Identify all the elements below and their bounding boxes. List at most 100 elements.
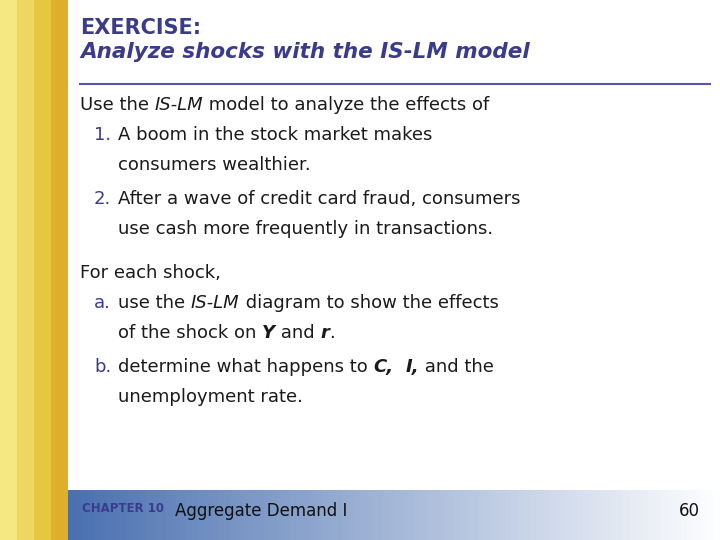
Bar [505, 490, 513, 540]
Bar [251, 490, 258, 540]
Bar [205, 490, 212, 540]
Bar [596, 490, 603, 540]
Text: Aggregate Demand I: Aggregate Demand I [175, 502, 347, 520]
Bar [381, 490, 389, 540]
Bar [17, 0, 34, 540]
Bar [192, 490, 199, 540]
Bar [107, 490, 114, 540]
Text: Use the: Use the [80, 96, 155, 114]
Bar [199, 490, 206, 540]
Text: CHAPTER 10: CHAPTER 10 [82, 502, 164, 515]
Bar [577, 490, 584, 540]
Bar [394, 490, 402, 540]
Bar [81, 490, 89, 540]
Bar [302, 490, 310, 540]
Text: 2.: 2. [94, 190, 112, 208]
Bar [17, 490, 34, 540]
Bar [635, 490, 643, 540]
Bar [101, 490, 108, 540]
Bar [603, 490, 610, 540]
Bar [355, 490, 362, 540]
Bar [531, 490, 539, 540]
Bar [296, 490, 304, 540]
Bar [0, 490, 17, 540]
Bar [133, 490, 140, 540]
Bar [668, 490, 675, 540]
Text: C,: C, [374, 358, 394, 376]
Bar [407, 490, 415, 540]
Bar [283, 490, 291, 540]
Bar [120, 490, 127, 540]
Bar [714, 490, 720, 540]
Bar [629, 490, 636, 540]
Bar [426, 490, 434, 540]
Bar [140, 490, 148, 540]
Text: After a wave of credit card fraud, consumers: After a wave of credit card fraud, consu… [118, 190, 521, 208]
Bar [329, 490, 336, 540]
Bar [342, 490, 349, 540]
Text: .: . [329, 324, 335, 342]
Bar [88, 490, 95, 540]
Bar [485, 490, 492, 540]
Text: A boom in the stock market makes: A boom in the stock market makes [118, 126, 433, 144]
Bar [34, 0, 51, 540]
Bar [413, 490, 421, 540]
Bar [557, 490, 564, 540]
Text: Y: Y [262, 324, 275, 342]
Bar [387, 490, 395, 540]
Text: use the: use the [118, 294, 191, 312]
Bar [348, 490, 356, 540]
Bar [368, 490, 375, 540]
Bar [374, 490, 382, 540]
Bar [336, 490, 343, 540]
Bar [694, 490, 701, 540]
Bar [707, 490, 714, 540]
Bar [264, 490, 271, 540]
Text: b.: b. [94, 358, 112, 376]
Bar [662, 490, 669, 540]
Bar [459, 490, 467, 540]
Bar [583, 490, 590, 540]
Bar [68, 490, 76, 540]
Bar [642, 490, 649, 540]
Bar [453, 490, 460, 540]
Bar [622, 490, 630, 540]
Bar [289, 490, 297, 540]
Bar [446, 490, 454, 540]
Bar [654, 490, 662, 540]
Bar [433, 490, 441, 540]
Text: model to analyze the effects of: model to analyze the effects of [203, 96, 490, 114]
Text: Analyze shocks with the IS-LM model: Analyze shocks with the IS-LM model [80, 42, 530, 62]
Text: For each shock,: For each shock, [80, 264, 221, 282]
Bar [400, 490, 408, 540]
Bar [159, 490, 167, 540]
Bar [51, 0, 68, 540]
Text: of the shock on: of the shock on [118, 324, 262, 342]
Bar [146, 490, 154, 540]
Bar [212, 490, 219, 540]
Text: determine what happens to: determine what happens to [118, 358, 374, 376]
Text: IS-LM: IS-LM [155, 96, 203, 114]
Bar [688, 490, 695, 540]
Bar [316, 490, 323, 540]
Bar [472, 490, 480, 540]
Text: a.: a. [94, 294, 111, 312]
Bar [166, 490, 174, 540]
Text: use cash more frequently in transactions.: use cash more frequently in transactions… [118, 220, 493, 238]
Bar [544, 490, 552, 540]
Bar [172, 490, 180, 540]
Bar [323, 490, 330, 540]
Bar [361, 490, 369, 540]
Text: consumers wealthier.: consumers wealthier. [118, 156, 310, 174]
Bar [218, 490, 225, 540]
Bar [257, 490, 265, 540]
Text: and: and [275, 324, 320, 342]
Bar [127, 490, 134, 540]
Bar [238, 490, 245, 540]
Bar [511, 490, 519, 540]
Bar [479, 490, 486, 540]
Bar [185, 490, 193, 540]
Bar [0, 0, 17, 540]
Text: and the: and the [419, 358, 494, 376]
Text: diagram to show the effects: diagram to show the effects [240, 294, 498, 312]
